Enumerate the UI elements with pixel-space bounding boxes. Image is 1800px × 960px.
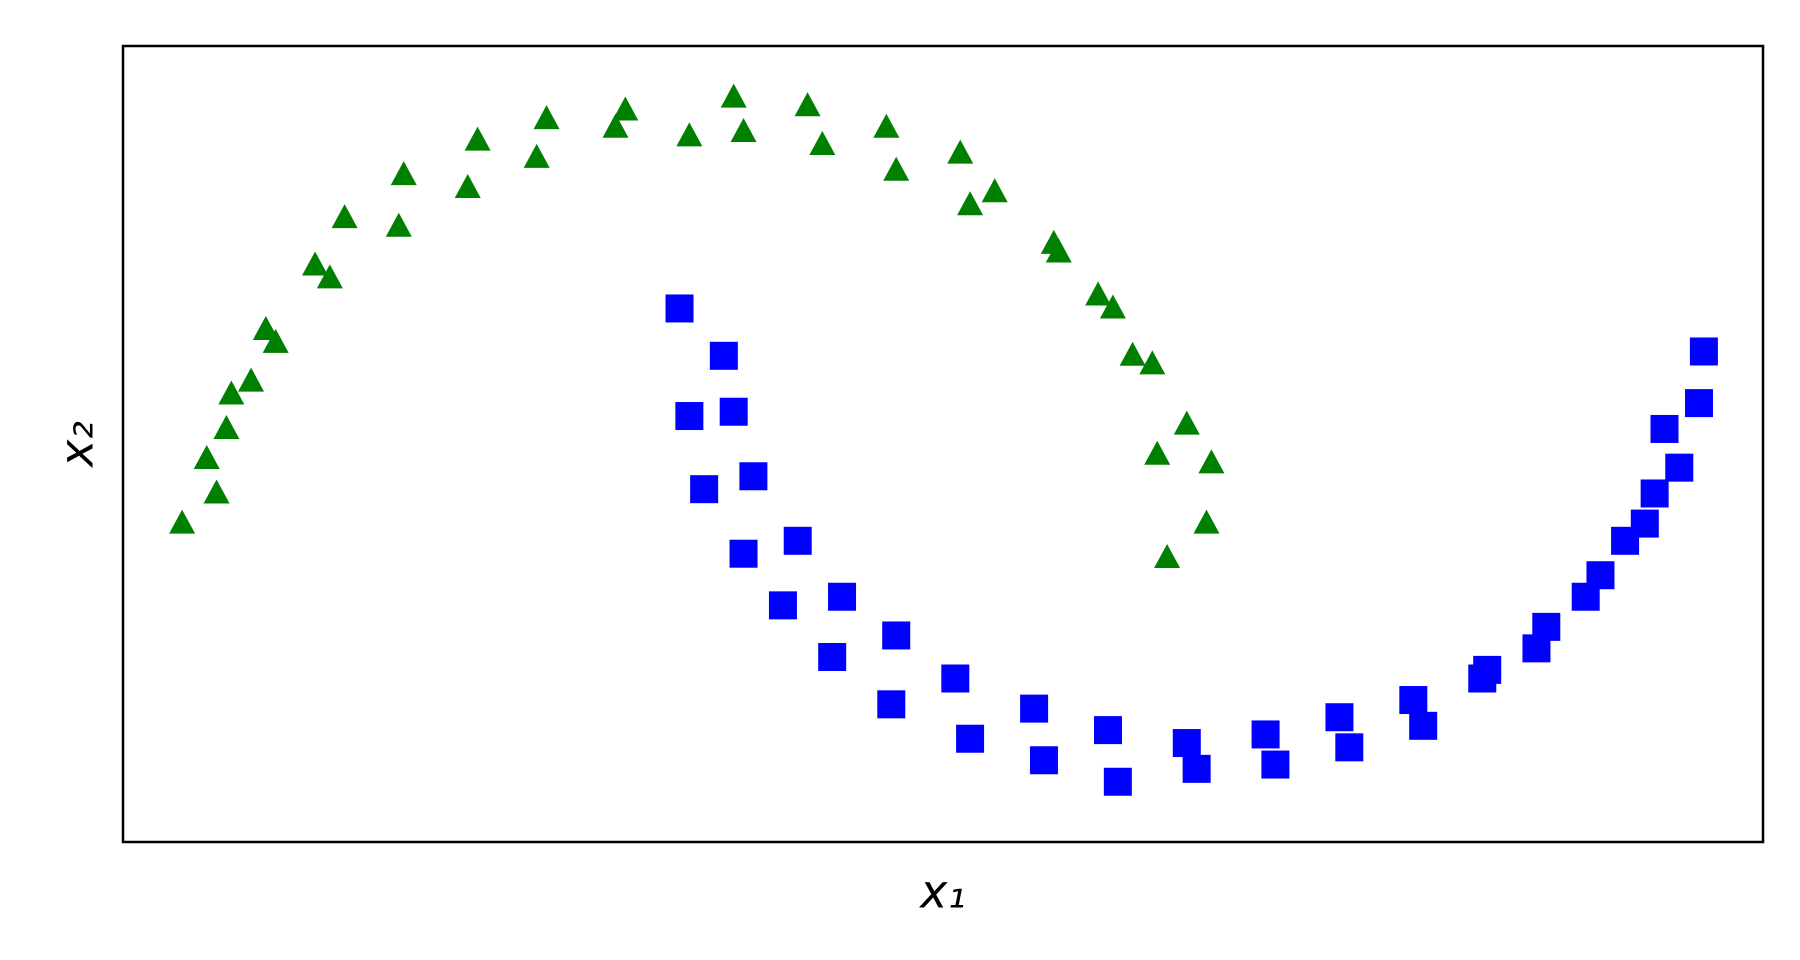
square-point [1103,767,1132,796]
triangle-point [302,251,329,276]
triangle-point [809,130,836,155]
square-point [1611,526,1640,555]
square-point [675,402,704,431]
square-point [1650,414,1679,443]
triangle-point [252,315,279,340]
triangle-point [464,126,491,151]
triangle-point [602,113,629,138]
triangle-point [873,113,900,138]
triangle-point [1173,410,1200,435]
triangle-point [947,139,974,164]
triangle-point [1139,350,1166,375]
square-point [1172,729,1201,758]
square-point [828,582,857,611]
square-point [877,690,906,719]
square-point [1093,716,1122,745]
square-point [739,462,768,491]
triangle-point [203,479,230,504]
square-point [1399,686,1428,715]
square-point [956,724,985,753]
square-point [882,621,911,650]
square-point [1029,746,1058,775]
square-point [818,642,847,671]
triangle-point [262,328,289,353]
triangle-point [218,380,245,405]
triangle-point [883,156,910,181]
triangle-point [1045,238,1072,263]
triangle-point [1099,294,1126,319]
triangle-point [213,414,240,439]
triangle-point [193,445,220,470]
triangle-point [331,204,358,229]
triangle-point [1193,509,1220,534]
triangle-point [1085,281,1112,306]
square-point [1468,664,1497,693]
triangle-point [316,264,343,289]
triangle-point [730,118,757,143]
square-point [719,397,748,426]
square-point [1665,453,1694,482]
square-point [729,539,758,568]
triangle-point [1144,440,1171,465]
triangle-point [454,173,481,198]
triangle-point [523,143,550,168]
y-axis-label: x₂ [50,421,104,469]
triangle-point [390,161,417,186]
square-point [1684,389,1713,418]
square-point [1571,582,1600,611]
square-point [1522,634,1551,663]
triangle-point [612,96,639,121]
plot-frame [121,44,1765,844]
triangle-point [169,509,196,534]
triangle-point [720,83,747,108]
square-point [1261,750,1290,779]
square-point [1182,754,1211,783]
square-point [1020,694,1049,723]
triangle-point [533,105,560,130]
x-axis-label: x₁ [918,865,966,919]
square-point [768,591,797,620]
square-point [783,526,812,555]
triangle-point [1154,544,1181,569]
triangle-point [676,122,703,147]
triangle-point [957,191,984,216]
triangle-point [385,212,412,237]
square-point [1409,711,1438,740]
triangle-point [1119,341,1146,366]
square-point [1325,703,1354,732]
square-point [1251,720,1280,749]
triangle-point [1198,449,1225,474]
triangle-point [794,92,821,117]
square-point [690,475,719,504]
square-point [709,341,738,370]
square-point [941,664,970,693]
square-point [665,294,694,323]
triangle-point [238,367,265,392]
square-point [1689,337,1718,366]
square-point [1335,733,1364,762]
triangle-point [981,178,1008,203]
square-point [1640,479,1669,508]
